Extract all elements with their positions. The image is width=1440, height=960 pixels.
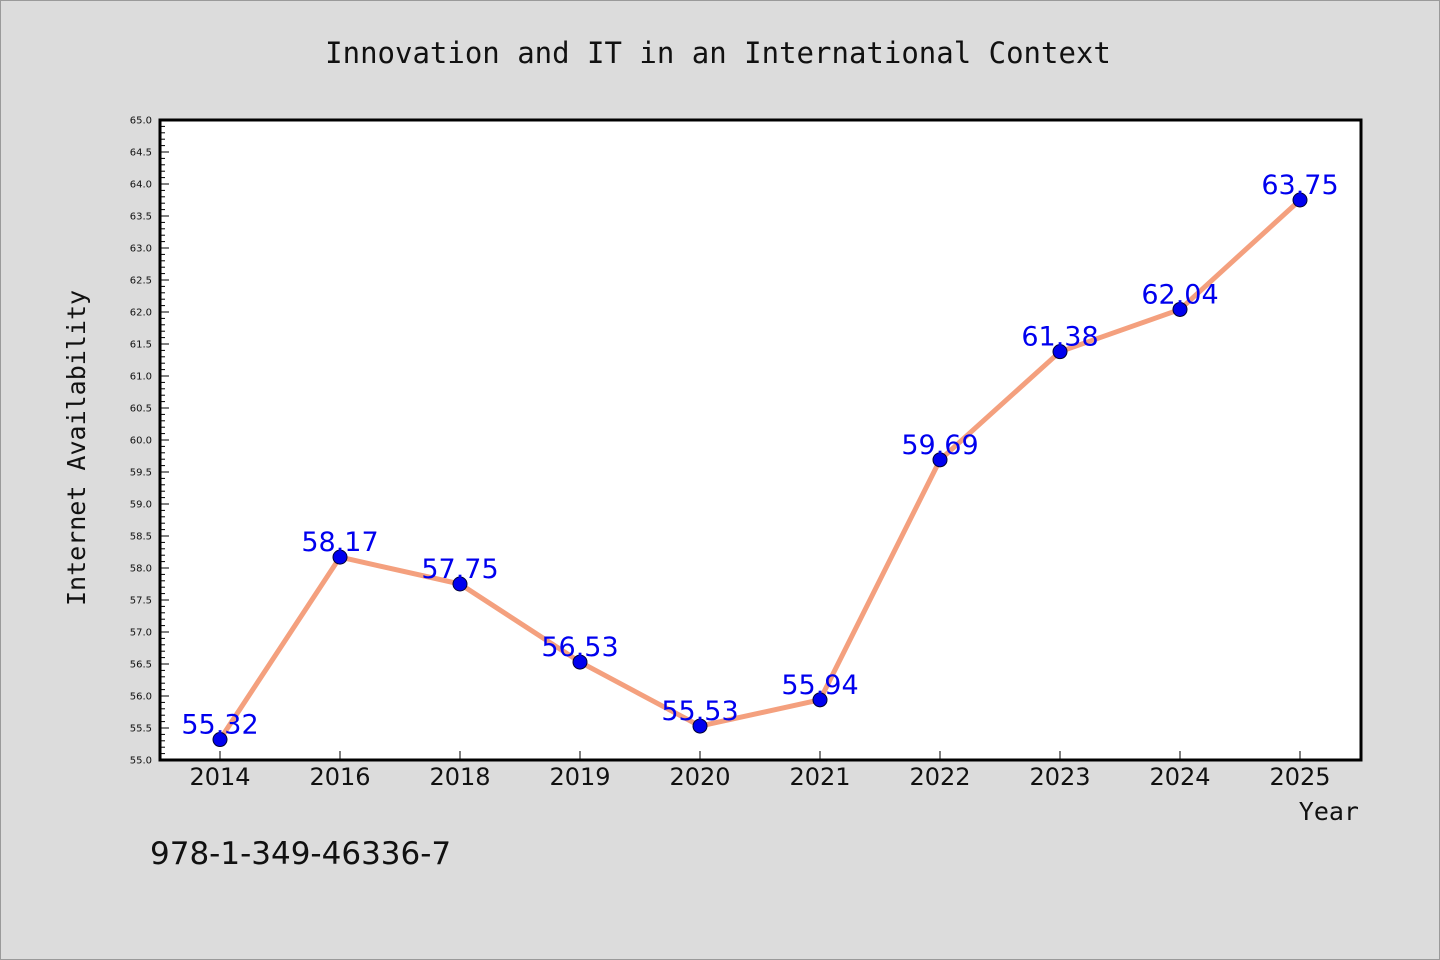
y-tick-label: 57.0 bbox=[130, 628, 152, 639]
y-tick-label: 60.5 bbox=[130, 404, 152, 415]
x-tick-label: 2023 bbox=[1029, 763, 1090, 791]
data-point-marker bbox=[1292, 192, 1308, 208]
data-point-marker bbox=[932, 452, 948, 468]
data-label: 56.53 bbox=[541, 632, 618, 663]
x-tick-label: 2022 bbox=[909, 763, 970, 791]
y-axis-title: Internet Availability bbox=[62, 290, 91, 606]
y-tick-label: 63.0 bbox=[130, 244, 152, 255]
x-tick-label: 2020 bbox=[669, 763, 730, 791]
y-tick-label: 61.0 bbox=[130, 372, 152, 383]
y-tick-label: 65.0 bbox=[130, 116, 152, 127]
data-point-marker bbox=[692, 718, 708, 734]
data-label: 62.04 bbox=[1141, 279, 1218, 310]
y-tick-label: 59.0 bbox=[130, 500, 152, 511]
x-tick-label: 2024 bbox=[1149, 763, 1210, 791]
x-tick-label: 2025 bbox=[1269, 763, 1330, 791]
y-tick-label: 62.5 bbox=[130, 276, 152, 287]
series-line bbox=[217, 197, 1303, 743]
x-axis-title: Year bbox=[1299, 797, 1359, 826]
x-tick-label: 2018 bbox=[429, 763, 490, 791]
x-tick-label: 2021 bbox=[789, 763, 850, 791]
x-tick-label: 2016 bbox=[309, 763, 370, 791]
y-tick-label: 60.0 bbox=[130, 436, 152, 447]
isbn-footnote: 978-1-349-46336-7 bbox=[150, 836, 451, 872]
data-labels: 55.32 58.17 57.75 56.53 55.53 55.94 59.69 61.38… bbox=[181, 170, 1338, 741]
y-tick-label: 64.0 bbox=[130, 180, 152, 191]
data-point-marker bbox=[212, 732, 228, 748]
data-point-marker bbox=[452, 576, 468, 592]
x-tick-label: 2014 bbox=[189, 763, 250, 791]
data-label: 63.75 bbox=[1261, 170, 1338, 201]
y-tick-label: 56.5 bbox=[130, 660, 152, 671]
y-tick-label: 63.5 bbox=[130, 212, 152, 223]
plot-area bbox=[158, 118, 1363, 762]
data-point-marker bbox=[812, 692, 828, 708]
data-label: 57.75 bbox=[421, 554, 498, 585]
y-tick-label: 58.5 bbox=[130, 532, 152, 543]
y-tick-label: 55.0 bbox=[130, 756, 152, 767]
data-label: 59.69 bbox=[901, 430, 978, 461]
y-axis: 55.0 55.5 56.0 56.5 57.0 57.5 58.0 58.5 59.0 59.5… bbox=[130, 116, 169, 767]
data-point-marker bbox=[572, 654, 588, 670]
y-tick-label: 61.5 bbox=[130, 340, 152, 351]
y-tick-label: 55.5 bbox=[130, 724, 152, 735]
data-label: 61.38 bbox=[1021, 322, 1098, 353]
y-tick-label: 57.5 bbox=[130, 596, 152, 607]
data-point-marker bbox=[1052, 344, 1068, 360]
y-tick-label: 58.0 bbox=[130, 564, 152, 575]
y-tick-label: 64.5 bbox=[130, 148, 152, 159]
data-point-marker bbox=[332, 549, 348, 565]
series-markers bbox=[212, 192, 1308, 748]
data-label: 55.53 bbox=[661, 696, 738, 727]
chart-title: Innovation and IT in an International Co… bbox=[325, 36, 1111, 70]
y-tick-label: 56.0 bbox=[130, 692, 152, 703]
y-tick-label: 59.5 bbox=[130, 468, 152, 479]
data-label: 55.94 bbox=[781, 670, 858, 701]
data-label: 55.32 bbox=[181, 710, 258, 741]
x-tick-label: 2019 bbox=[549, 763, 610, 791]
data-label: 58.17 bbox=[301, 527, 378, 558]
data-point-marker bbox=[1172, 301, 1188, 317]
x-axis: 2014 2016 2018 2019 2020 2021 2022 2023 2024 2025 bbox=[189, 751, 1331, 791]
y-tick-label: 62.0 bbox=[130, 308, 152, 319]
